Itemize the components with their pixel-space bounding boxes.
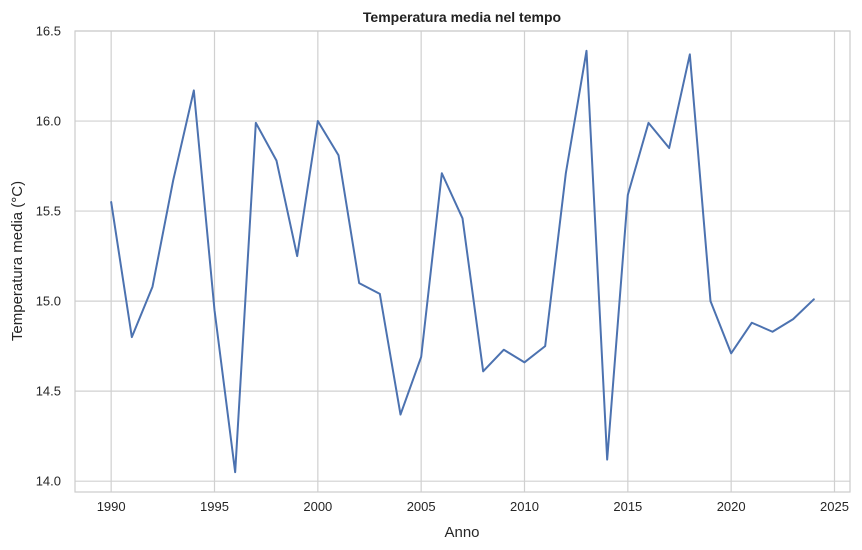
- y-tick-label: 14.0: [36, 474, 61, 489]
- y-tick-labels: 14.0 14.5 15.0 15.5 16.0 16.5: [36, 24, 61, 489]
- x-tick-label: 2000: [303, 499, 332, 514]
- x-tick-label: 2015: [613, 499, 642, 514]
- x-tick-label: 2020: [717, 499, 746, 514]
- series-line: [110, 49, 815, 474]
- y-tick-label: 16.5: [36, 24, 61, 39]
- plot-frame: [74, 30, 851, 493]
- y-tick-label: 15.0: [36, 294, 61, 309]
- x-tick-labels: 1990 1995 2000 2005 2010 2015 2020 2025: [97, 499, 849, 514]
- chart-title: Temperatura media nel tempo: [363, 9, 561, 25]
- x-tick-label: 1995: [200, 499, 229, 514]
- y-tick-label: 15.5: [36, 204, 61, 219]
- y-axis-label: Temperatura media (°C): [9, 181, 26, 341]
- y-tick-label: 14.5: [36, 384, 61, 399]
- series-layer: [110, 49, 815, 474]
- y-tick-label: 16.0: [36, 114, 61, 129]
- x-tick-label: 2025: [820, 499, 849, 514]
- x-axis-label: Anno: [444, 524, 479, 541]
- x-tick-label: 1990: [97, 499, 126, 514]
- x-tick-label: 2005: [407, 499, 436, 514]
- x-tick-label: 2010: [510, 499, 539, 514]
